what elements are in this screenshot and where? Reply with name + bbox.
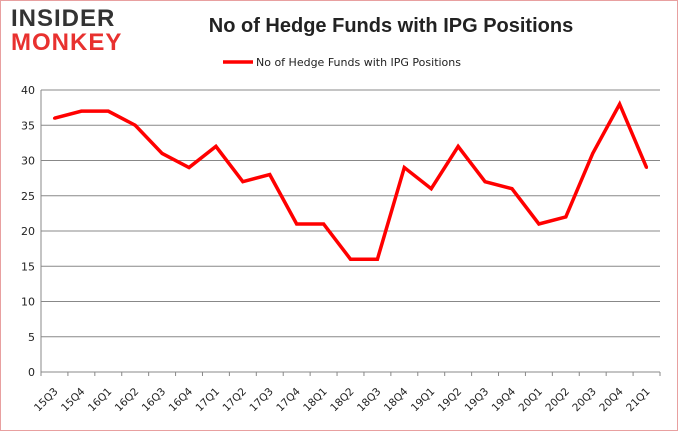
x-tick-label: 20Q3 [570, 386, 599, 415]
x-tick-label: 16Q4 [167, 385, 196, 414]
x-tick-label: 17Q3 [247, 386, 276, 415]
data-point [375, 257, 379, 261]
y-tick-label: 15 [21, 260, 35, 273]
data-point [456, 144, 460, 148]
x-tick-label: 19Q2 [436, 386, 465, 415]
x-tick-label: 18Q3 [355, 386, 384, 415]
y-tick-label: 5 [28, 331, 35, 344]
y-tick-label: 30 [21, 155, 35, 168]
data-point [402, 166, 406, 170]
x-tick-label: 19Q3 [463, 386, 492, 415]
legend-label: No of Hedge Funds with IPG Positions [256, 56, 461, 69]
data-point [510, 187, 514, 191]
x-tick-label: 15Q3 [32, 386, 61, 415]
x-tick-label: 19Q4 [490, 385, 519, 414]
y-tick-label: 25 [21, 190, 35, 203]
x-tick-label: 17Q4 [274, 385, 303, 414]
x-tick-label: 19Q1 [409, 386, 438, 415]
data-point [429, 187, 433, 191]
data-point [645, 166, 649, 170]
x-tick-label: 18Q4 [382, 385, 411, 414]
data-point [483, 180, 487, 184]
x-tick-label: 17Q1 [194, 386, 223, 415]
y-tick-label: 0 [28, 366, 35, 379]
data-point [349, 257, 352, 261]
data-point [187, 166, 191, 170]
data-point [322, 222, 326, 226]
y-tick-label: 20 [21, 225, 35, 238]
data-point [79, 109, 83, 113]
x-tick-label: 21Q1 [624, 386, 653, 415]
data-point [52, 116, 56, 120]
data-point [106, 109, 110, 113]
x-tick-label: 16Q2 [113, 386, 142, 415]
logo-line1: INSIDER [11, 5, 116, 32]
x-tick-label: 20Q2 [543, 386, 572, 415]
y-tick-label: 40 [21, 84, 35, 97]
y-tick-label: 35 [21, 119, 35, 132]
data-point [564, 215, 568, 219]
y-tick-label: 10 [21, 296, 35, 309]
logo-line2: MONKEY [11, 29, 123, 56]
data-point [618, 102, 622, 106]
data-point [591, 151, 595, 155]
x-tick-label: 20Q1 [517, 386, 546, 415]
x-tick-label: 16Q1 [86, 386, 115, 415]
data-point [295, 222, 299, 226]
x-tick-label: 15Q4 [59, 385, 88, 414]
data-point [241, 180, 245, 184]
chart-title: No of Hedge Funds with IPG Positions [208, 15, 574, 37]
x-tick-label: 18Q1 [301, 386, 330, 415]
x-tick-label: 18Q2 [328, 386, 357, 415]
data-point [160, 151, 164, 155]
series-line [54, 100, 649, 261]
x-tick-label: 16Q3 [140, 386, 169, 415]
data-point [133, 123, 137, 127]
insider-monkey-logo: INSIDER MONKEY [11, 7, 122, 55]
data-point [214, 144, 218, 148]
data-point [268, 173, 272, 177]
x-tick-label: 17Q2 [220, 386, 249, 415]
data-point [537, 222, 541, 226]
x-tick-label: 20Q4 [597, 385, 626, 414]
